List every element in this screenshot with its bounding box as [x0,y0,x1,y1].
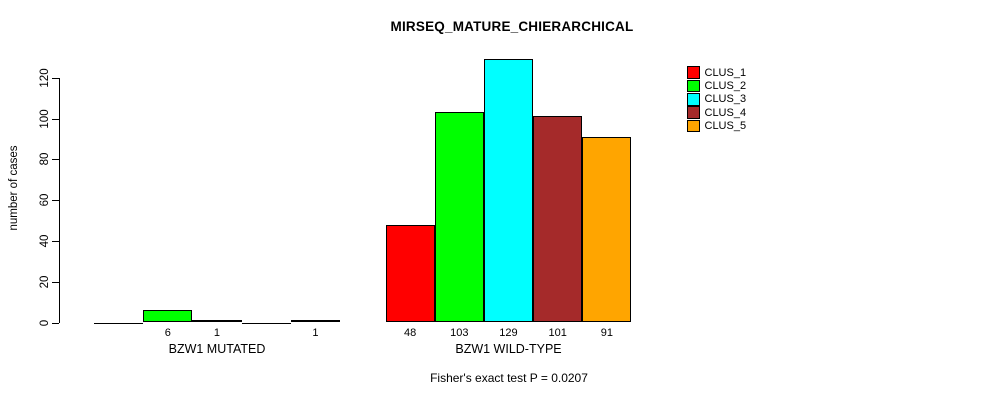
bar-value-label: 91 [600,327,614,339]
y-axis-tick [52,240,59,242]
bar-value-label: 1 [312,327,319,339]
legend-item-clus_1: CLUS_1 [687,66,746,79]
legend-label: CLUS_2 [704,80,747,93]
legend-swatch-clus_4 [687,106,700,119]
legend-item-clus_3: CLUS_3 [687,93,746,106]
y-axis-tick [52,322,59,324]
y-axis-tick [52,77,59,79]
bar-clus_3 [192,320,242,323]
y-tick-label: 20 [39,275,51,289]
legend-label: CLUS_5 [704,120,747,133]
fisher-test-annotation: Fisher's exact test P = 0.0207 [430,371,588,385]
y-tick-label: 60 [39,193,51,207]
chart-title: MIRSEQ_MATURE_CHIERARCHICAL [390,19,634,34]
y-axis-tick [52,200,59,202]
bar-value-label: 129 [499,327,518,339]
y-axis-label: number of cases [8,145,20,231]
bar-clus_1 [385,224,435,323]
y-tick-label: 80 [39,152,51,166]
bar-clus_3 [483,59,534,323]
bar-value-label: 1 [213,327,221,339]
y-axis-tick [52,159,59,161]
bar-clus_5 [290,320,340,323]
legend-swatch-clus_2 [687,79,700,93]
bar-clus_5 [582,136,632,323]
group-label: BZW1 WILD-TYPE [455,342,562,356]
legend-item-clus_2: CLUS_2 [687,79,747,93]
y-tick-label: 40 [39,234,51,248]
legend-label: CLUS_4 [704,106,747,119]
bar-clus_4 [533,116,583,323]
bar-value-label: 6 [164,327,171,339]
legend-label: CLUS_3 [704,93,747,106]
bar-value-label: 103 [450,327,469,339]
legend-swatch-clus_1 [687,66,700,79]
legend-item-clus_5: CLUS_5 [687,119,747,133]
bar-clus_2 [434,112,484,323]
bar-value-label: 48 [403,327,417,339]
y-axis-tick [52,281,59,283]
bar-value-label: 101 [548,327,567,339]
group-label: BZW1 MUTATED [168,342,266,356]
legend-label: CLUS_1 [704,66,747,79]
y-axis-tick [52,118,59,120]
bar-clus_4-zero [241,322,291,324]
legend-item-clus_4: CLUS_4 [687,106,746,119]
legend-swatch-clus_5 [687,119,700,133]
y-tick-label: 100 [39,108,51,129]
y-axis-line [59,78,60,323]
legend: CLUS_1 CLUS_2 CLUS_3 CLUS_4 CLUS_5 [687,66,746,133]
legend-swatch-clus_3 [687,93,700,106]
bar-clus_1-zero [94,322,144,324]
bar-clus_2 [143,310,193,323]
y-tick-label: 120 [39,68,51,88]
y-tick-label: 0 [39,319,51,326]
